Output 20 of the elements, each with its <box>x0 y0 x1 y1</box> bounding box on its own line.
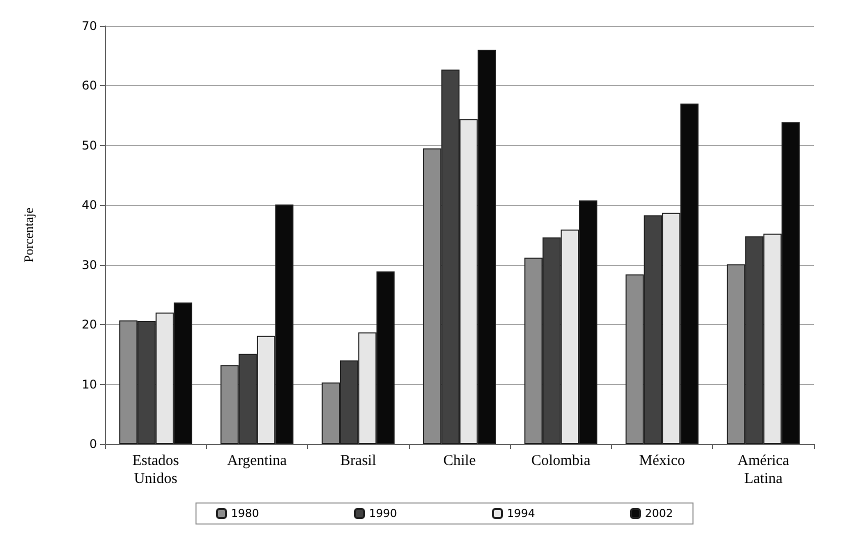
x-tick-label: Chile <box>443 453 476 469</box>
x-tick-label: América Latina <box>738 453 790 487</box>
legend-label: 1980 <box>231 507 259 520</box>
y-tick-label: 10 <box>82 377 97 392</box>
y-tick-label: 70 <box>82 19 97 33</box>
legend-label: 2002 <box>644 507 673 520</box>
x-tick-label: Argentina <box>227 453 288 469</box>
x-tick-label: Brasil <box>340 453 376 469</box>
legend-label: 1994 <box>506 507 535 520</box>
y-axis-title: Porcentaje <box>21 207 36 262</box>
x-tick-label: México <box>639 453 685 469</box>
legend-label: 1990 <box>368 507 397 520</box>
y-tick-label: 50 <box>82 138 97 152</box>
y-tick-label: 40 <box>82 198 97 212</box>
y-tick-label: 20 <box>82 318 97 332</box>
x-tick-label: Colombia <box>531 453 591 469</box>
y-tick-label: 0 <box>89 437 97 451</box>
y-tick-label: 60 <box>82 78 97 93</box>
y-tick-label: 30 <box>82 258 97 272</box>
x-tick-label: Estados Unidos <box>132 453 180 487</box>
